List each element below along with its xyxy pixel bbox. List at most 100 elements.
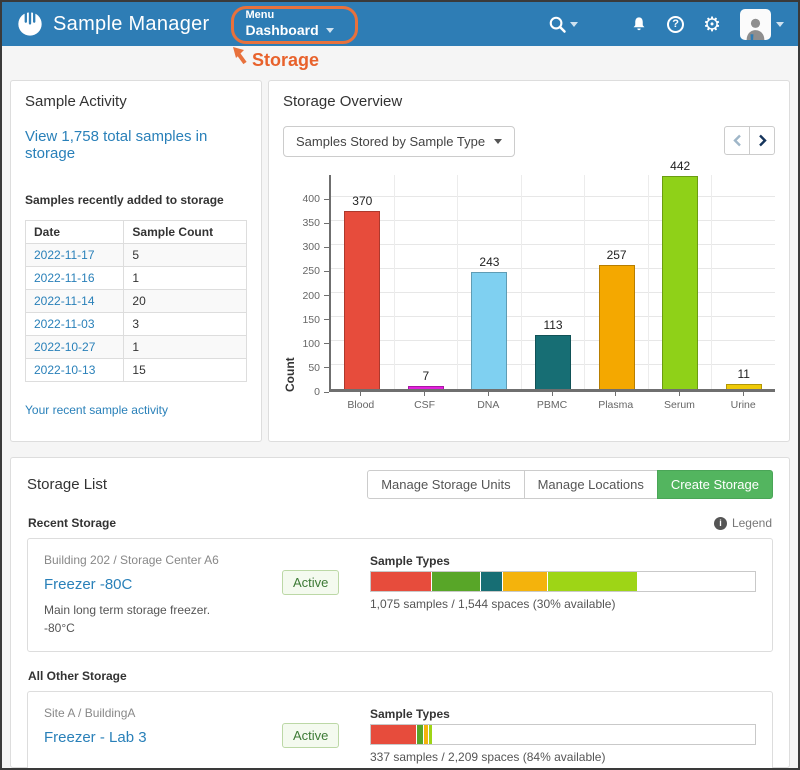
- storage-description: Main long term storage freezer.: [44, 603, 211, 617]
- chart-type-dropdown-label: Samples Stored by Sample Type: [296, 134, 486, 149]
- category-label: Blood: [347, 399, 375, 411]
- app-title: Sample Manager: [53, 12, 210, 35]
- app-header: Sample Manager Menu Dashboard: [2, 2, 798, 46]
- y-tick-label: 250: [302, 265, 320, 278]
- settings-gear-icon[interactable]: ⚙: [703, 12, 721, 36]
- table-row: 2022-10-27 1: [24, 335, 247, 359]
- chevron-down-icon: [570, 21, 579, 27]
- date-link[interactable]: 2022-11-17: [34, 248, 95, 262]
- storage-name-link[interactable]: Freezer - Lab 3: [44, 729, 147, 746]
- bar-segment: [547, 572, 637, 591]
- column-header-date: Date: [24, 220, 125, 244]
- bar-segment: [428, 725, 432, 744]
- menu-dropdown[interactable]: Menu Dashboard: [230, 6, 358, 44]
- storage-section-head: All Other Storage: [28, 669, 772, 683]
- date-link[interactable]: 2022-11-03: [34, 317, 95, 331]
- x-tick-mark: [487, 392, 489, 396]
- y-tick-mark: [324, 343, 329, 345]
- chart-type-dropdown[interactable]: Samples Stored by Sample Type: [283, 126, 516, 157]
- search-icon[interactable]: [548, 15, 579, 34]
- sample-count-cell: 3: [123, 312, 247, 336]
- pager-prev-button[interactable]: [724, 126, 750, 155]
- menu-label: Menu: [245, 9, 275, 21]
- manage-locations-button[interactable]: Manage Locations: [523, 470, 658, 499]
- gridline: [331, 267, 775, 269]
- create-storage-button[interactable]: Create Storage: [656, 470, 773, 499]
- chart-x-axis: Blood CSF DNA PBMC Plasma Serum Urine: [329, 392, 775, 411]
- chart-bar-pbmc[interactable]: [535, 335, 572, 389]
- x-tick-label: Blood: [329, 392, 393, 411]
- legend-toggle[interactable]: i Legend: [713, 516, 772, 530]
- capacity-column: Sample Types 1,075 samples / 1,544 spaces…: [370, 553, 756, 611]
- x-tick-label: PBMC: [520, 392, 584, 411]
- sample-count-cell: 1: [123, 266, 247, 290]
- chart-slot: 442: [647, 159, 712, 389]
- y-tick-label: 200: [302, 289, 320, 302]
- storage-card-info: Site A / BuildingA Freezer - Lab 3: [44, 706, 282, 747]
- chart-slot: 370: [331, 175, 394, 389]
- chart-bar-blood[interactable]: [344, 211, 381, 389]
- bar-segment: [480, 572, 504, 591]
- help-icon[interactable]: ?: [667, 15, 685, 33]
- total-samples-link[interactable]: View 1,758 total samples in storage: [25, 128, 208, 162]
- category-label: CSF: [414, 399, 436, 411]
- bar-value-label: 243: [479, 255, 500, 269]
- date-link[interactable]: 2022-10-27: [34, 340, 96, 354]
- chart-bar-serum[interactable]: [662, 176, 699, 389]
- chart-bar-plasma[interactable]: [598, 265, 635, 389]
- chart-bar-dna[interactable]: [471, 272, 508, 389]
- annotation-storage: Storage: [229, 47, 319, 71]
- table-row: 2022-10-13 15: [24, 358, 247, 382]
- x-tick-label: Plasma: [584, 392, 648, 411]
- y-tick-mark: [324, 367, 329, 369]
- y-tick-label: 150: [302, 313, 320, 326]
- bar-value-label: 11: [737, 367, 750, 381]
- x-tick-label: CSF: [393, 392, 457, 411]
- date-cell: 2022-10-27: [24, 335, 125, 359]
- sample-activity-title: Sample Activity: [25, 93, 127, 110]
- sample-count-cell: 20: [123, 289, 247, 313]
- chart-slot: 113: [520, 175, 585, 389]
- chevron-down-icon: [494, 139, 503, 144]
- gridline: [331, 219, 775, 221]
- date-link[interactable]: 2022-11-16: [34, 271, 95, 285]
- dashboard-top-row: Sample Activity View 1,758 total samples…: [10, 80, 790, 442]
- notifications-bell-icon[interactable]: [630, 15, 648, 34]
- y-tick-label: 400: [302, 193, 320, 206]
- date-cell: 2022-10-13: [24, 358, 125, 382]
- date-cell: 2022-11-14: [24, 289, 125, 313]
- status-column: Active: [282, 553, 370, 595]
- date-cell: 2022-11-17: [24, 243, 125, 267]
- chart-bar-csf[interactable]: [407, 386, 444, 389]
- x-tick-mark: [424, 392, 426, 396]
- pager-next-button[interactable]: [749, 126, 775, 155]
- sample-types-bar: [370, 571, 756, 592]
- storage-name-link[interactable]: Freezer -80C: [44, 576, 133, 593]
- app-logo-icon: [16, 10, 44, 38]
- storage-section-label: All Other Storage: [28, 669, 127, 683]
- product-grid-icon[interactable]: [597, 17, 611, 31]
- table-row: 2022-11-16 1: [24, 266, 247, 290]
- recent-activity-link[interactable]: Your recent sample activity: [25, 403, 168, 417]
- storage-list-title: Storage List: [27, 476, 108, 493]
- sample-types-label: Sample Types: [370, 554, 450, 568]
- y-tick-mark: [324, 198, 329, 200]
- y-tick-label: 50: [308, 361, 320, 374]
- gridline: [331, 195, 775, 197]
- bar-segment: [423, 725, 429, 744]
- sample-activity-panel: Sample Activity View 1,758 total samples…: [10, 80, 262, 442]
- manage-storage-units-button[interactable]: Manage Storage Units: [367, 470, 525, 499]
- bar-segment: [503, 572, 548, 591]
- chart-slot: 11: [711, 175, 775, 389]
- capacity-text: 1,075 samples / 1,544 spaces (30% availa…: [370, 597, 616, 611]
- date-link[interactable]: 2022-11-14: [34, 294, 95, 308]
- x-tick-label: DNA: [456, 392, 520, 411]
- storage-list-actions: Manage Storage Units Manage Locations Cr…: [367, 470, 773, 499]
- user-avatar[interactable]: [740, 8, 784, 40]
- header-icons: ? ⚙: [548, 8, 784, 40]
- chart-bar-urine[interactable]: [725, 384, 762, 389]
- category-label: DNA: [477, 399, 500, 411]
- y-tick-label: 100: [302, 337, 320, 350]
- date-link[interactable]: 2022-10-13: [34, 363, 96, 377]
